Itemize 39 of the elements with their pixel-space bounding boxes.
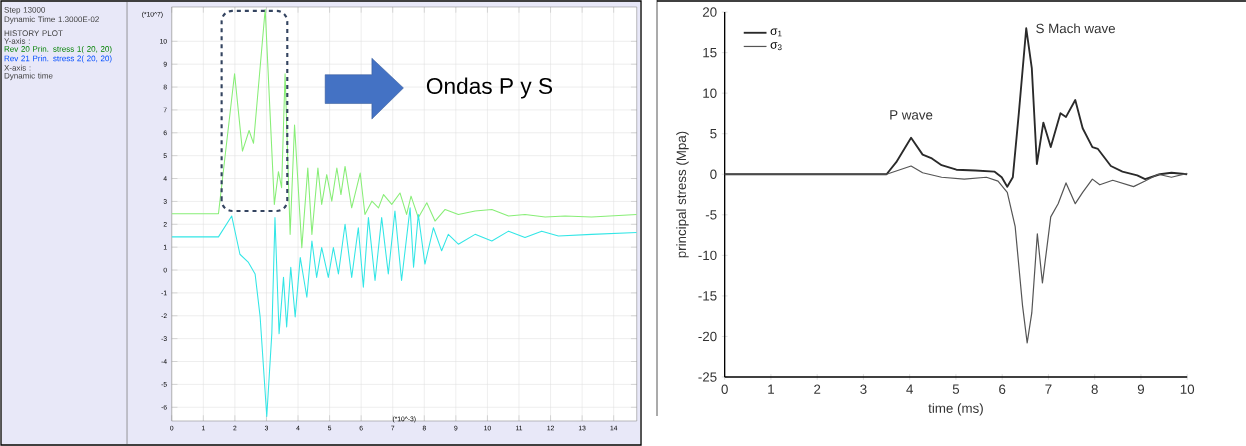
x-tick-label: 8 (1091, 384, 1098, 394)
text: X-axis : (4, 64, 31, 71)
text: HISTORY PLOT (4, 30, 63, 37)
y-axis-title: principal stress (Mpa) (676, 131, 689, 258)
x-tick-label: 2 (814, 384, 821, 394)
legend-label: σ$_{3}$ (770, 42, 782, 51)
legend-label: σ$_{1}$ (770, 28, 782, 37)
y-tick-label: 20 (702, 7, 717, 17)
y-tick-label: 10 (703, 88, 717, 98)
x-axis-title: time (ms) (928, 403, 983, 416)
y-tick-label: -25 (698, 372, 717, 382)
text: Rev 21 Prin. stress 2( 20, 20) (4, 55, 112, 63)
text: Dynamic Time 1.3000E-02 (4, 16, 99, 24)
text: Step 13000 (4, 7, 46, 15)
x-tick-label: 7 (1045, 384, 1052, 394)
y-tick-label: -10 (698, 250, 717, 261)
x-tick-label: 5 (952, 384, 960, 394)
x-tick-label: 3 (860, 384, 867, 394)
line-series (171, 207, 637, 417)
annotation: P wave (890, 110, 933, 120)
y-tick-label: 0 (710, 169, 717, 179)
y-tick-label: -20 (698, 331, 717, 342)
y-tick-label: 15 (703, 47, 717, 58)
x-tick-label: 9 (1137, 384, 1145, 394)
text: Dynamic time (4, 72, 53, 81)
y-tick-label: -15 (698, 291, 717, 301)
line-series (171, 8, 637, 249)
text: Rev 20 Prin. stress 1( 20, 20) (4, 45, 112, 54)
x-tick-label: 6 (999, 384, 1006, 394)
x-tick-label: 1 (768, 384, 774, 394)
x-tick-label: 10 (1180, 384, 1195, 394)
annotation: S Mach wave (1036, 23, 1115, 34)
annotation: Ondas P y S (426, 77, 553, 99)
x-tick-label: 0 (721, 384, 728, 394)
y-tick-label: 5 (710, 129, 717, 139)
y-tick-label: -5 (705, 210, 717, 220)
line-series (724, 165, 1188, 344)
x-tick-label: 4 (906, 384, 913, 394)
text: Y-axis : (4, 38, 30, 44)
